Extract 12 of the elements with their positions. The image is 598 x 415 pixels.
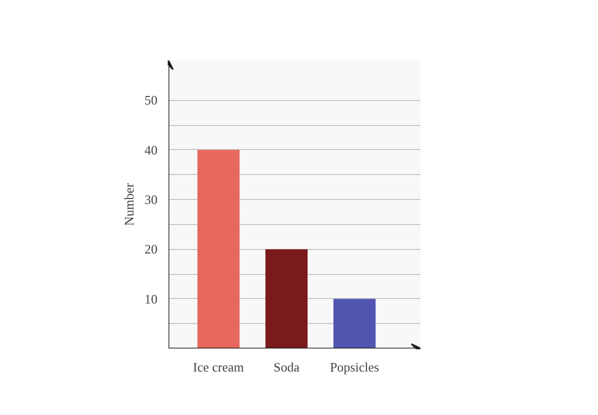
x-tick-label: Soda <box>274 360 300 374</box>
bar <box>333 298 376 348</box>
y-tick-label: 40 <box>144 142 158 158</box>
y-tick-label: 10 <box>144 291 158 306</box>
x-tick-label: Ice cream <box>193 360 244 374</box>
bar <box>265 249 308 348</box>
y-axis-title: Number <box>122 182 136 226</box>
y-tick-label: 50 <box>144 92 158 108</box>
y-tick-label: 30 <box>144 192 158 208</box>
bar <box>197 150 240 348</box>
x-tick-label: Popsicles <box>330 360 380 374</box>
y-tick-label: 20 <box>144 242 158 257</box>
